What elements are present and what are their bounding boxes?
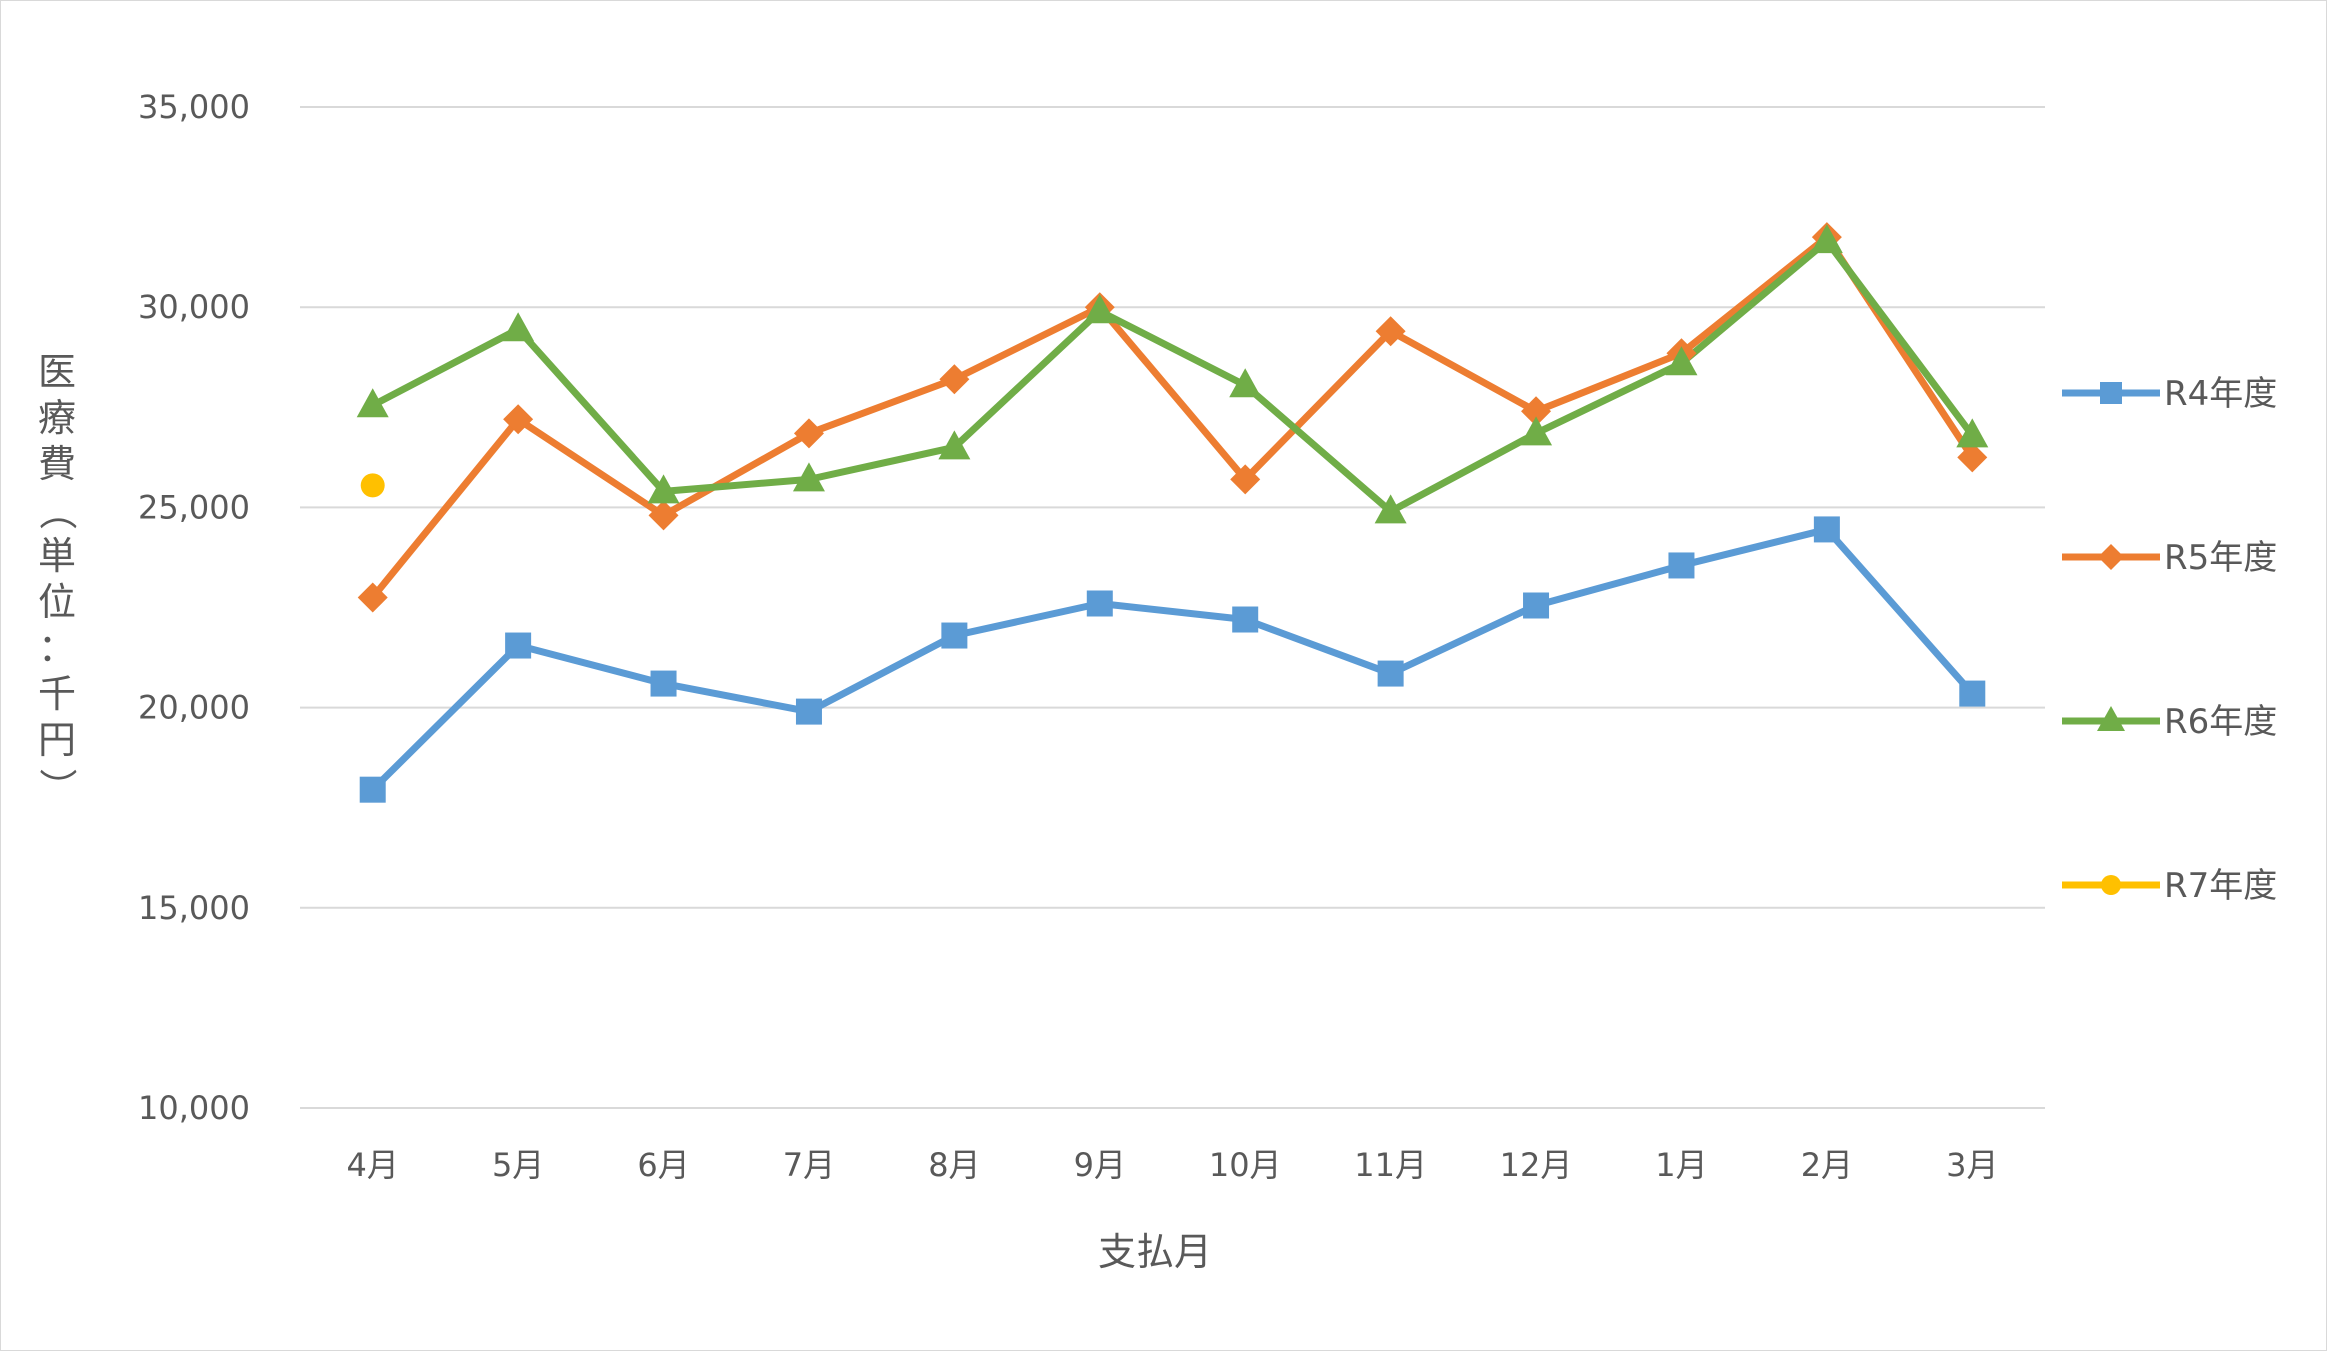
series-line: [369, 233, 1976, 601]
data-point: [357, 582, 388, 613]
data-point: [792, 462, 825, 492]
data-point: [1956, 418, 1989, 448]
y-axis-title-char: ）: [35, 768, 79, 806]
x-tick-label: 6月: [637, 1146, 689, 1184]
x-tick-label: 12月: [1500, 1146, 1573, 1184]
data-point: [1957, 442, 1988, 473]
data-point: [1521, 396, 1552, 427]
legend: R4年度 R5年度 R6年度 R7年度: [2062, 374, 2277, 906]
x-tick-label: 7月: [783, 1146, 835, 1184]
x-tick-label: 9月: [1074, 1146, 1126, 1184]
y-tick-label: 30,000: [138, 288, 250, 326]
data-point: [1810, 224, 1843, 254]
data-point: [360, 473, 385, 498]
data-point: [1668, 552, 1695, 579]
data-point: [648, 500, 679, 531]
legend-label: R4年度: [2164, 374, 2277, 414]
x-tick-label: 3月: [1946, 1146, 1998, 1184]
data-point: [1665, 346, 1698, 376]
y-tick-label: 35,000: [138, 88, 250, 126]
y-axis-title-char: （: [35, 492, 79, 530]
data-point: [1374, 494, 1407, 524]
x-tick-label: 4月: [347, 1146, 399, 1184]
x-tick-label: 2月: [1801, 1146, 1853, 1184]
data-point: [502, 312, 535, 342]
data-point: [647, 474, 680, 504]
series-line: [369, 237, 1976, 515]
data-point: [1375, 316, 1406, 347]
y-tick-label: 25,000: [138, 488, 250, 526]
data-point: [1230, 464, 1261, 495]
data-point: [793, 418, 824, 449]
y-tick-label: 20,000: [138, 689, 250, 727]
y-axis-title-char: 円: [38, 718, 76, 762]
data-point: [505, 632, 532, 659]
legend-label: R6年度: [2164, 702, 2277, 742]
x-axis-ticks: 4月 5月 6月 7月 8月 9月 10月 11月 12月 1月 2月 3月: [347, 1146, 1999, 1184]
data-point: [356, 388, 389, 418]
x-tick-label: 11月: [1354, 1146, 1427, 1184]
x-tick-label: 10月: [1209, 1146, 1282, 1184]
y-axis-title-char: 千: [38, 672, 76, 716]
y-axis-title: 医療費 （ 単位：千円 ）: [35, 350, 79, 806]
x-tick-label: 8月: [928, 1146, 980, 1184]
data-point: [1520, 416, 1553, 446]
y-axis-ticks: 10,000 15,000 20,000 25,000 30,000 35,000: [138, 88, 250, 1127]
legend-marker: [2098, 544, 2124, 570]
data-point: [1232, 606, 1259, 633]
y-axis-title-char: ：: [38, 626, 76, 670]
data-point: [1959, 680, 1986, 707]
data-point: [503, 404, 534, 435]
series-line: [369, 525, 1976, 794]
series-lines: [369, 233, 1976, 794]
data-point: [1229, 368, 1262, 398]
data-point: [359, 776, 386, 803]
legend-marker: [2101, 875, 2121, 895]
y-axis-title-char: 医: [38, 350, 76, 394]
y-axis-title-char: 単: [38, 534, 76, 578]
data-point: [939, 364, 970, 395]
data-point: [938, 430, 971, 460]
data-point: [1813, 516, 1840, 543]
x-axis-title: 支払月: [1098, 1230, 1212, 1274]
data-point: [1523, 592, 1550, 619]
legend-marker: [2097, 706, 2125, 731]
series-markers: [356, 222, 1989, 803]
legend-label: R7年度: [2164, 866, 2277, 906]
data-point: [1086, 590, 1113, 617]
y-axis-title-char: 位: [38, 580, 76, 624]
data-point: [941, 622, 968, 649]
legend-marker: [2100, 382, 2122, 404]
y-tick-label: 10,000: [138, 1089, 250, 1127]
data-point: [1377, 660, 1404, 687]
data-point: [795, 698, 822, 725]
y-tick-label: 15,000: [138, 889, 250, 927]
data-point: [1083, 294, 1116, 324]
y-axis-title-char: 療: [38, 396, 76, 440]
x-tick-label: 1月: [1655, 1146, 1707, 1184]
gridlines: [300, 106, 2045, 1109]
y-axis-title-char: 費: [38, 442, 76, 486]
data-point: [650, 670, 677, 697]
legend-label: R5年度: [2164, 538, 2277, 578]
x-tick-label: 5月: [492, 1146, 544, 1184]
